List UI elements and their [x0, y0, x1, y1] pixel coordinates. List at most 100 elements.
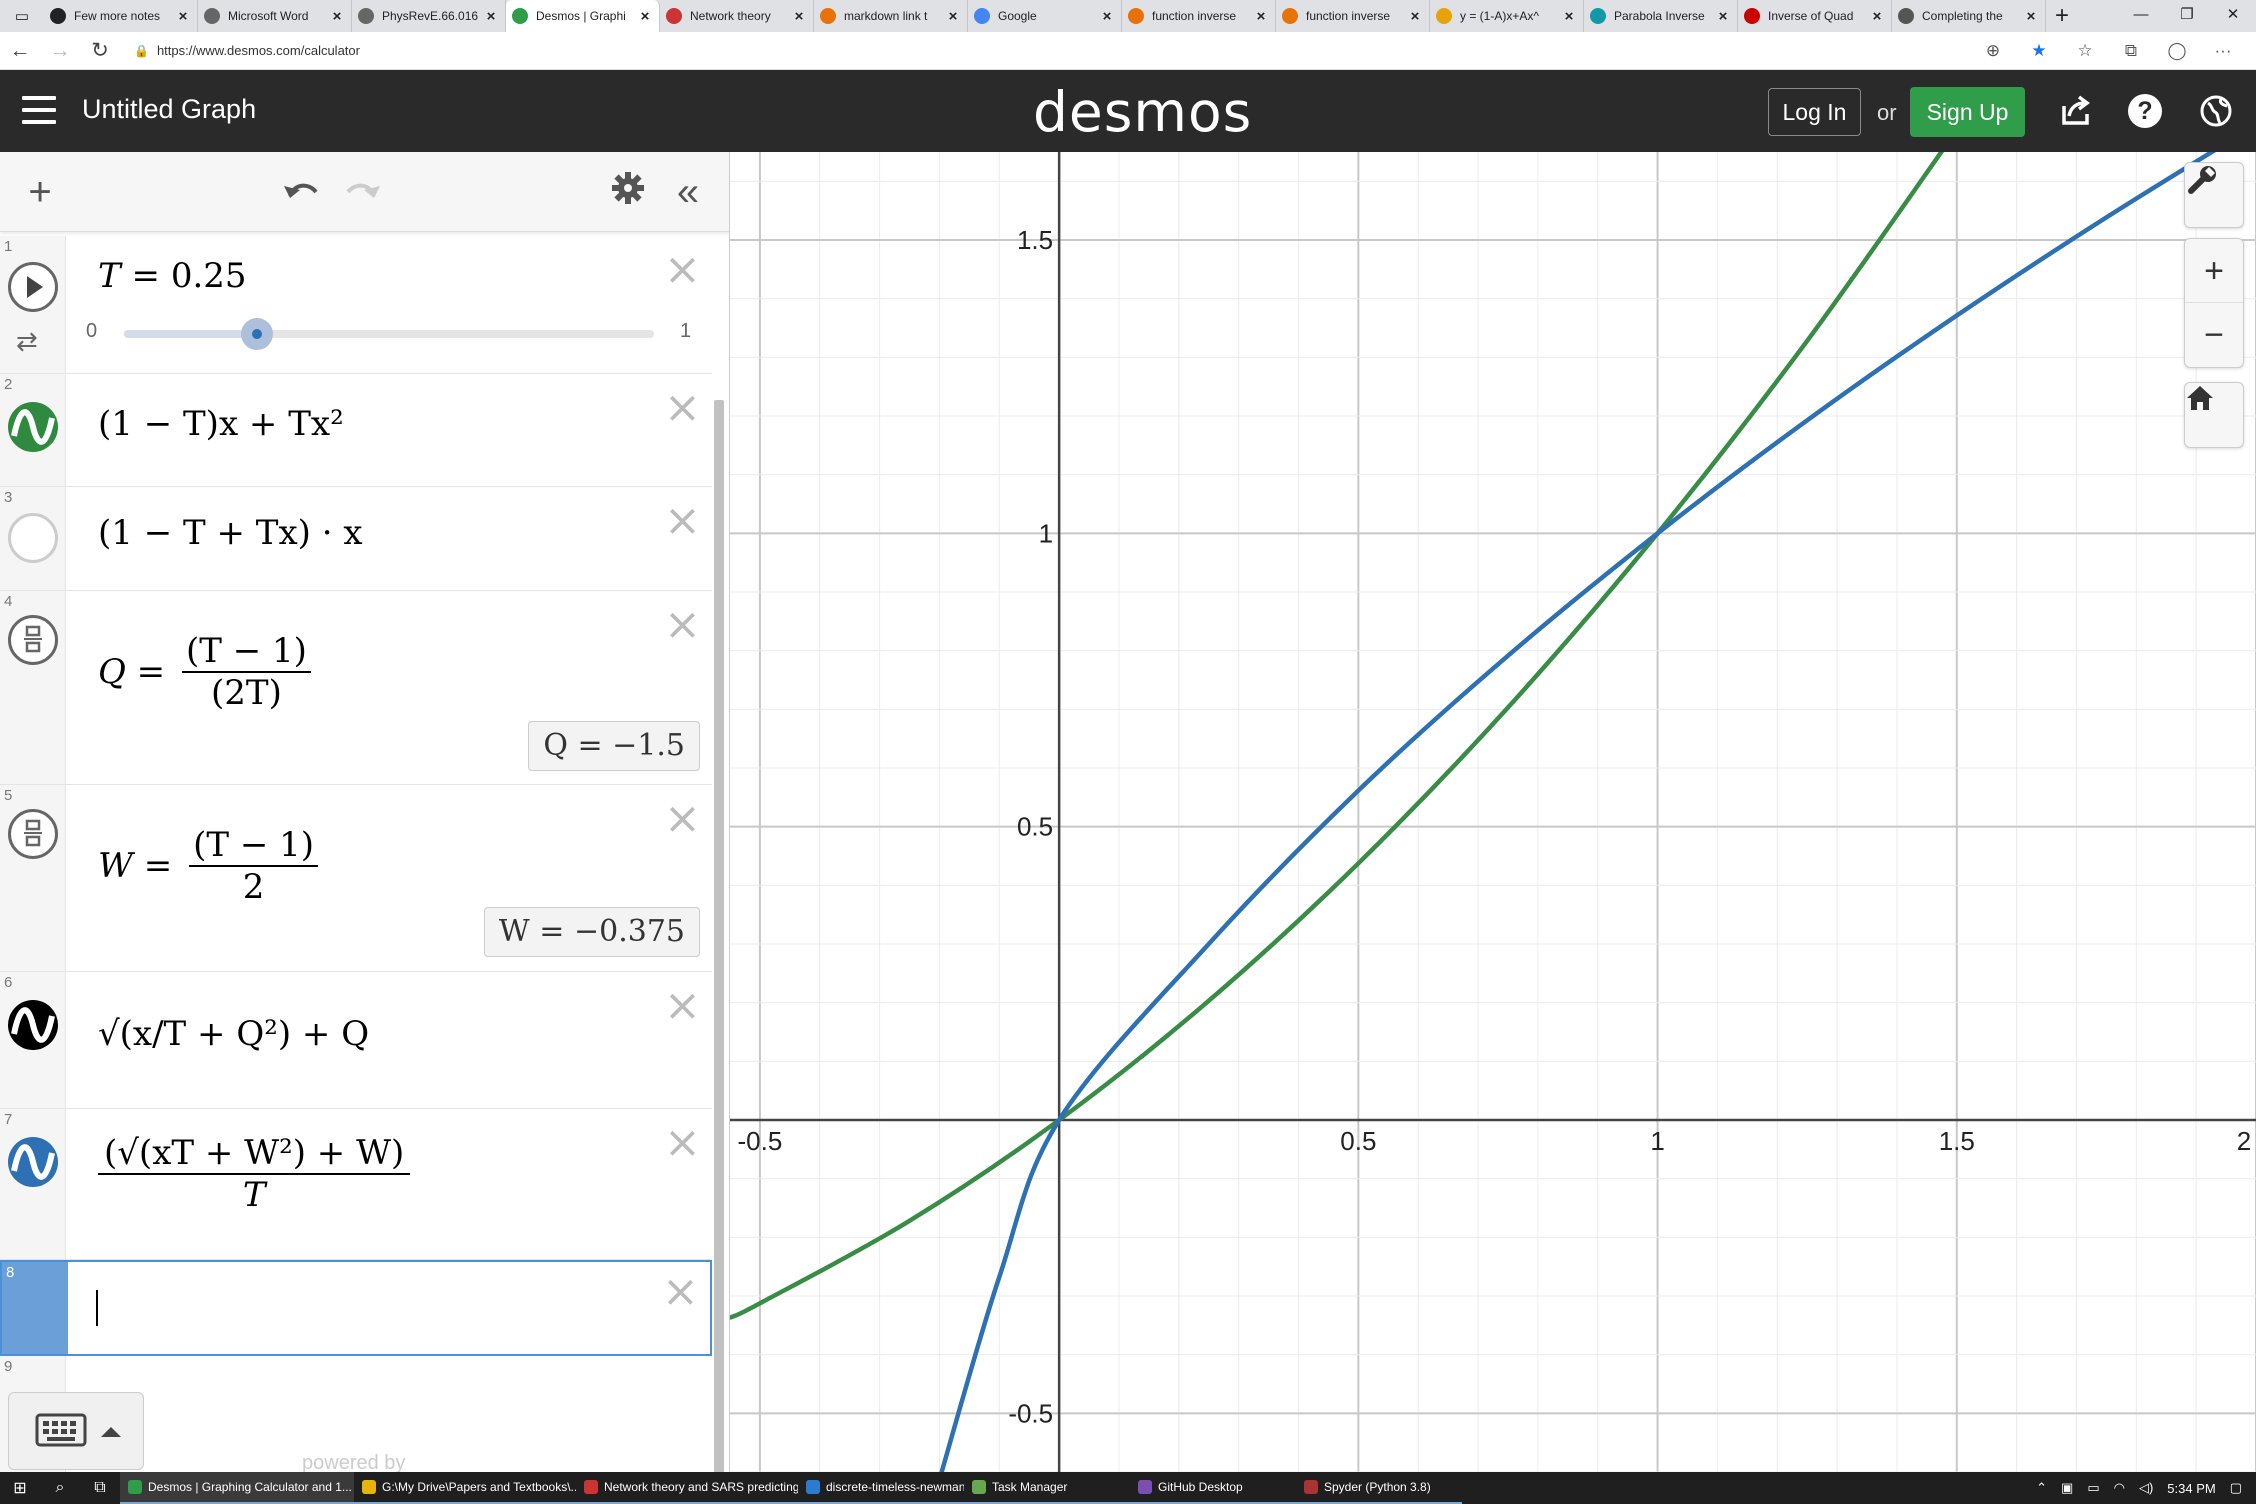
delete-expression-icon[interactable]: × [664, 980, 701, 1031]
taskbar-app[interactable]: Desmos | Graphing Calculator and 1... [120, 1472, 354, 1504]
close-tab-icon[interactable]: × [1718, 7, 1728, 25]
delete-expression-icon[interactable]: × [662, 1266, 699, 1317]
slider-min[interactable]: 0 [86, 320, 98, 342]
browser-tab[interactable]: Completing the × [1892, 0, 2046, 32]
zoom-out-icon[interactable]: − [2204, 316, 2224, 354]
volume-icon[interactable]: ◁) [2138, 1480, 2154, 1495]
tab-actions-menu-icon[interactable]: ▭ [14, 8, 30, 25]
delete-expression-icon[interactable]: × [664, 495, 701, 546]
graph-canvas[interactable]: -0.5 0.5 1 1.5 2 1.5 1 0.5 -0.5 [730, 152, 2256, 1472]
close-tab-icon[interactable]: × [1256, 7, 1266, 25]
expression-math[interactable]: W = (T − 1) 2 [98, 825, 319, 907]
expression-row-4[interactable]: 4 Q = (T − 1) (2T) Q = −1.5 × [0, 591, 712, 785]
share-icon[interactable] [2058, 94, 2094, 130]
close-tab-icon[interactable]: × [640, 7, 650, 25]
slider-max[interactable]: 1 [680, 320, 692, 342]
browser-tab[interactable]: Network theory × [660, 0, 814, 32]
tray-chevron-icon[interactable]: ⌃ [2036, 1480, 2048, 1495]
login-button[interactable]: Log In [1768, 88, 1861, 136]
close-tab-icon[interactable]: × [2026, 7, 2036, 25]
favorite-star-icon[interactable]: ★ [2031, 40, 2047, 60]
expression-math[interactable]: (√(xT + W²) + W) T [98, 1133, 411, 1215]
profile-icon[interactable]: ◯ [2167, 40, 2187, 60]
close-window-icon[interactable]: ✕ [2226, 6, 2240, 23]
expression-math[interactable]: (1 − T + Tx) · x [98, 513, 363, 553]
close-tab-icon[interactable]: × [1564, 7, 1574, 25]
refresh-icon[interactable]: ↻ [91, 39, 109, 62]
hamburger-menu-icon[interactable] [22, 96, 56, 126]
browser-tab[interactable]: Desmos | Graphi × [506, 0, 660, 32]
tray-network-icon[interactable]: ▣ [2061, 1480, 2074, 1495]
hidden-graph-toggle-icon[interactable] [8, 513, 58, 563]
definition-icon[interactable] [8, 809, 58, 859]
keypad-toggle-button[interactable] [8, 1392, 144, 1470]
play-slider-icon[interactable] [8, 262, 58, 312]
close-tab-icon[interactable]: × [948, 7, 958, 25]
delete-expression-icon[interactable]: × [664, 244, 701, 295]
expression-row-6[interactable]: 6 √(x/T + Q²) + Q × [0, 972, 712, 1109]
more-menu-icon[interactable]: ··· [2214, 40, 2232, 60]
slider-thumb[interactable] [240, 318, 273, 350]
tray-battery-icon[interactable]: ▭ [2087, 1480, 2100, 1495]
clock[interactable]: 5:34 PM [2167, 1480, 2216, 1496]
taskbar-app[interactable]: Network theory and SARS predicting... [576, 1472, 798, 1504]
browser-tab[interactable]: Parabola Inverse × [1584, 0, 1738, 32]
delete-expression-icon[interactable]: × [664, 1117, 701, 1168]
taskbar-app[interactable]: Spyder (Python 3.8) [1296, 1472, 1462, 1504]
browser-tab[interactable]: Few more notes × [44, 0, 198, 32]
definition-icon[interactable] [8, 615, 58, 665]
close-tab-icon[interactable]: × [178, 7, 188, 25]
language-globe-icon[interactable] [2198, 94, 2234, 130]
graph-color-toggle-icon[interactable] [8, 402, 58, 452]
browser-tab[interactable]: function inverse × [1276, 0, 1430, 32]
signup-button[interactable]: Sign Up [1910, 87, 2025, 137]
add-item-icon[interactable]: + [28, 170, 52, 214]
close-tab-icon[interactable]: × [1872, 7, 1882, 25]
task-view-icon[interactable]: ⧉ [94, 1479, 106, 1496]
settings-gear-icon[interactable] [606, 170, 650, 214]
help-icon[interactable]: ? [2128, 94, 2164, 130]
taskbar-app[interactable]: G:\My Drive\Papers and Textbooks\... [354, 1472, 576, 1504]
graph-settings-wrench-icon[interactable] [2185, 163, 2243, 227]
start-windows-icon[interactable]: ⊞ [13, 1480, 27, 1497]
expression-list-scrollbar[interactable] [714, 400, 724, 1472]
home-icon[interactable] [2185, 383, 2243, 447]
delete-expression-icon[interactable]: × [664, 599, 701, 650]
browser-tab[interactable]: Microsoft Word × [198, 0, 352, 32]
expression-row-slider[interactable]: 1 ⇄ T = 0.25 0 1 × [0, 236, 712, 374]
zoom-icon[interactable]: ⊕ [1985, 40, 2001, 60]
expression-math[interactable]: (1 − T)x + Tx² [98, 404, 344, 444]
expression-row-2[interactable]: 2 (1 − T)x + Tx² × [0, 374, 712, 487]
browser-tab[interactable]: function inverse × [1122, 0, 1276, 32]
search-icon[interactable]: ⌕ [55, 1479, 65, 1496]
delete-expression-icon[interactable]: × [664, 793, 701, 844]
back-icon[interactable]: ← [9, 38, 31, 62]
lock-icon[interactable]: 🔒 [134, 43, 149, 58]
graph-color-toggle-icon[interactable] [8, 1000, 58, 1050]
expression-row-5[interactable]: 5 W = (T − 1) 2 W = −0.375 × [0, 785, 712, 972]
expression-row-7[interactable]: 7 (√(xT + W²) + W) T × [0, 1109, 712, 1260]
taskbar-app[interactable]: discrete-timeless-newman-style-co... [798, 1472, 964, 1504]
expression-row-active[interactable]: 8 × [0, 1260, 712, 1356]
collections-icon[interactable]: ⧉ [2124, 40, 2138, 60]
forward-icon[interactable]: → [49, 38, 71, 62]
slider-expression[interactable]: T = 0.25 [98, 256, 247, 296]
browser-tab[interactable]: Inverse of Quad × [1738, 0, 1892, 32]
wifi-icon[interactable]: ◠ [2113, 1480, 2125, 1495]
loop-icon[interactable]: ⇄ [16, 326, 38, 356]
minimize-icon[interactable]: — [2133, 6, 2149, 23]
browser-tab[interactable]: Google × [968, 0, 1122, 32]
browser-tab[interactable]: markdown link t × [814, 0, 968, 32]
taskbar-app[interactable]: GitHub Desktop [1130, 1472, 1296, 1504]
favorites-icon[interactable]: ☆ [2077, 40, 2093, 60]
graph-color-toggle-icon[interactable] [8, 1137, 58, 1187]
browser-tab[interactable]: PhysRevE.66.016 × [352, 0, 506, 32]
taskbar-app[interactable]: Task Manager [964, 1472, 1130, 1504]
close-tab-icon[interactable]: × [486, 7, 496, 25]
new-tab-button[interactable]: + [2054, 2, 2069, 29]
notifications-icon[interactable]: ▢ [2229, 1480, 2242, 1495]
url-field[interactable]: https://www.desmos.com/calculator [156, 43, 360, 58]
browser-tab[interactable]: y = (1-A)x+Ax^ × [1430, 0, 1584, 32]
graph-title[interactable]: Untitled Graph [82, 94, 257, 124]
slider-track[interactable] [124, 318, 654, 350]
